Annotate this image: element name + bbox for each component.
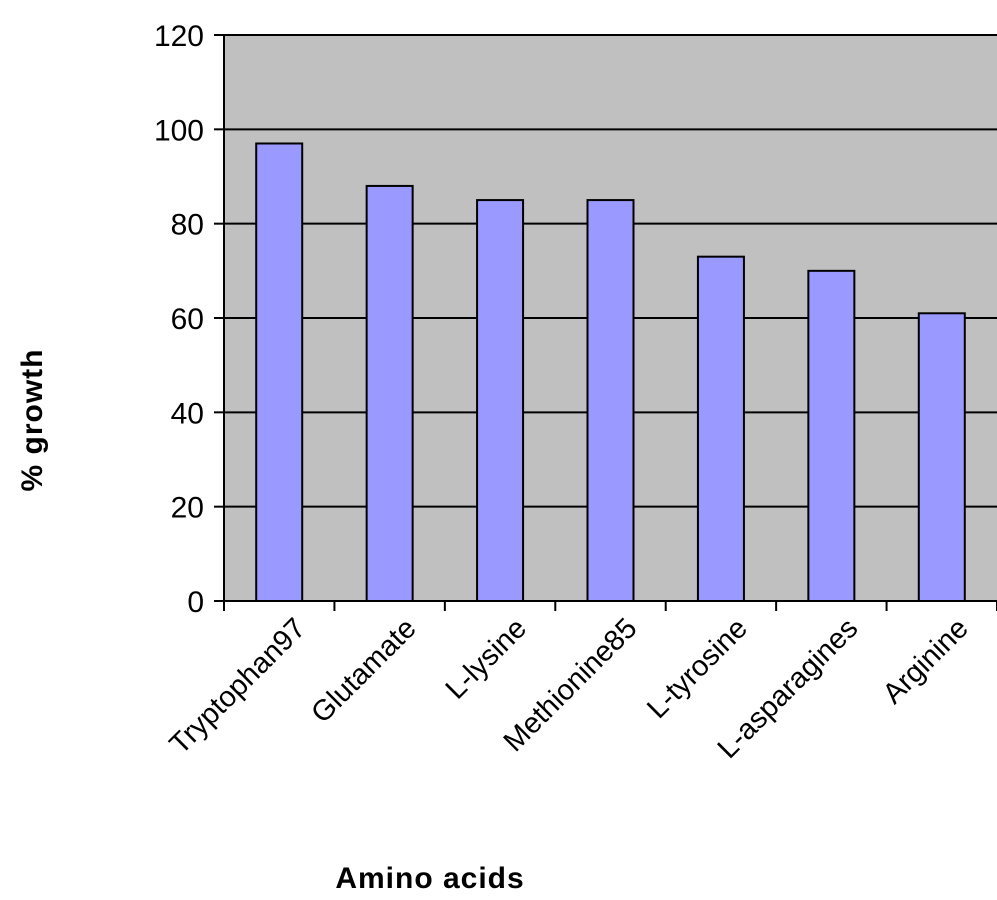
x-tick-label: Glutamate xyxy=(305,612,422,729)
y-tick-label: 100 xyxy=(154,114,204,147)
bar-l-lysine xyxy=(476,199,525,602)
bar-l-asparagines xyxy=(807,269,856,602)
y-tick-label: 80 xyxy=(171,209,204,242)
x-axis-title: Amino acids xyxy=(335,862,524,895)
bar-glutamate xyxy=(365,184,414,603)
axes xyxy=(214,34,997,611)
x-tick-label: L-tyrosine xyxy=(641,612,754,725)
x-tick-label: L-lysine xyxy=(440,612,533,705)
x-tick-label: Tryptophan97 xyxy=(164,612,312,760)
y-tick-label: 120 xyxy=(154,20,204,53)
y-tick-labels: 0 20 40 60 80 100 120 xyxy=(154,20,204,619)
x-tick-label: Arginine xyxy=(877,612,975,710)
y-tick-label: 40 xyxy=(171,397,204,430)
bar-l-tyrosine xyxy=(696,255,745,602)
y-tick-label: 20 xyxy=(171,492,204,525)
bar-arginine xyxy=(917,312,966,602)
bar-tryptophan97 xyxy=(255,142,304,602)
y-axis-title: % growth xyxy=(16,349,49,492)
bar-methionine85 xyxy=(586,199,635,602)
bars xyxy=(255,142,966,603)
y-tick-label: 0 xyxy=(187,586,204,619)
y-tick-label: 60 xyxy=(171,303,204,336)
